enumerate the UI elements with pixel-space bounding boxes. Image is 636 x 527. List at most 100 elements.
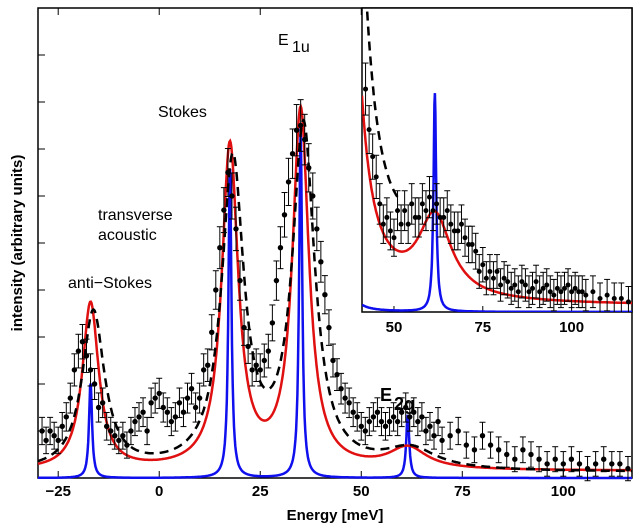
data-point bbox=[322, 292, 328, 298]
main-series bbox=[37, 99, 632, 482]
data-point bbox=[71, 367, 78, 373]
data-point bbox=[431, 433, 437, 439]
x-tick-label: 75 bbox=[454, 483, 471, 500]
data-point bbox=[108, 428, 114, 434]
data-point bbox=[188, 386, 195, 392]
inset-data-point bbox=[480, 262, 486, 268]
data-point bbox=[277, 245, 284, 251]
inset-data-point bbox=[505, 279, 511, 285]
data-point bbox=[116, 437, 122, 444]
data-point bbox=[196, 395, 203, 401]
data-point bbox=[318, 259, 324, 265]
data-point bbox=[261, 357, 267, 364]
data-point bbox=[59, 423, 65, 429]
inset-data-point bbox=[625, 299, 631, 305]
data-point bbox=[362, 428, 369, 434]
series-intrinsic-line bbox=[38, 125, 632, 480]
data-point bbox=[112, 433, 118, 439]
data-point bbox=[471, 447, 478, 453]
data-point bbox=[221, 207, 227, 213]
inset-data-point bbox=[526, 289, 532, 295]
data-point bbox=[136, 414, 142, 420]
data-point bbox=[253, 362, 259, 368]
inset-data-point bbox=[547, 289, 553, 295]
data-point bbox=[536, 456, 542, 462]
inset-data-point bbox=[451, 228, 457, 234]
data-point bbox=[180, 409, 187, 415]
inset-data-point bbox=[427, 194, 432, 200]
annotation-anti-stokes: anti−Stokes bbox=[68, 275, 152, 292]
data-point bbox=[342, 395, 348, 401]
data-point bbox=[55, 437, 61, 444]
data-point bbox=[168, 418, 175, 425]
data-point bbox=[47, 428, 53, 434]
data-point bbox=[301, 136, 308, 143]
data-point bbox=[144, 428, 150, 434]
inset-data-point bbox=[579, 289, 585, 295]
annotation-e1u-sub: 1u bbox=[292, 39, 310, 56]
inset-data-point bbox=[441, 214, 447, 220]
inset-data-point bbox=[416, 214, 422, 220]
data-point bbox=[209, 329, 215, 335]
data-point bbox=[43, 437, 49, 444]
data-point bbox=[132, 418, 138, 425]
inset-data-point bbox=[398, 221, 404, 227]
x-axis-title: Energy [meV] bbox=[287, 507, 384, 524]
inset-data-point bbox=[498, 282, 504, 288]
inset-data-point bbox=[618, 295, 624, 301]
data-point bbox=[39, 428, 45, 434]
data-point bbox=[233, 226, 239, 232]
inset-data-point bbox=[419, 201, 425, 207]
x-tick-label: 25 bbox=[252, 483, 269, 500]
data-point bbox=[374, 409, 381, 415]
data-point bbox=[378, 418, 385, 425]
data-point bbox=[439, 437, 445, 444]
data-point bbox=[75, 348, 82, 354]
data-point bbox=[95, 404, 102, 411]
inset-data-point bbox=[558, 289, 564, 295]
inset-intrinsic-line bbox=[362, 93, 632, 312]
data-point bbox=[346, 400, 352, 406]
x-tick-label: 0 bbox=[155, 483, 163, 500]
data-point bbox=[67, 395, 74, 401]
inset-data-point bbox=[391, 235, 397, 241]
data-point bbox=[415, 418, 421, 425]
data-point bbox=[326, 324, 332, 331]
inset-data-point bbox=[519, 279, 525, 285]
annotation-e2g-main: E bbox=[380, 385, 392, 405]
inset-data-point bbox=[405, 221, 411, 227]
data-point bbox=[354, 414, 360, 420]
inset-data-point bbox=[512, 282, 518, 288]
data-point bbox=[584, 465, 591, 472]
data-point bbox=[403, 404, 409, 411]
data-point bbox=[164, 409, 171, 415]
x-tick-label: 100 bbox=[551, 483, 576, 500]
data-point bbox=[249, 367, 255, 373]
data-point bbox=[407, 414, 413, 420]
inset-fit-line bbox=[362, 95, 632, 305]
data-point bbox=[297, 122, 304, 129]
inset-data-point bbox=[597, 295, 603, 301]
data-point bbox=[568, 456, 575, 462]
inset-data-point bbox=[458, 221, 464, 227]
data-point bbox=[435, 418, 441, 425]
data-point bbox=[398, 409, 405, 415]
data-point bbox=[192, 404, 199, 411]
inset-x-tick-label: 50 bbox=[386, 319, 403, 336]
data-point bbox=[601, 456, 607, 462]
inset-data-point bbox=[373, 174, 379, 180]
inset-data-point bbox=[515, 289, 521, 295]
inset-data-point bbox=[366, 127, 372, 133]
inset-data-point bbox=[540, 285, 546, 291]
inset-data-point bbox=[544, 282, 550, 288]
data-point bbox=[237, 277, 243, 284]
inset-data-point bbox=[522, 282, 528, 288]
data-point bbox=[293, 127, 300, 133]
inset-axis-ticks: 50 75 100 bbox=[386, 306, 584, 336]
inset-series-group bbox=[362, 8, 632, 312]
data-point bbox=[350, 409, 356, 415]
data-point bbox=[334, 371, 340, 378]
inset-data-point bbox=[455, 228, 461, 234]
data-point bbox=[257, 367, 263, 373]
inset-data-point bbox=[569, 289, 575, 295]
